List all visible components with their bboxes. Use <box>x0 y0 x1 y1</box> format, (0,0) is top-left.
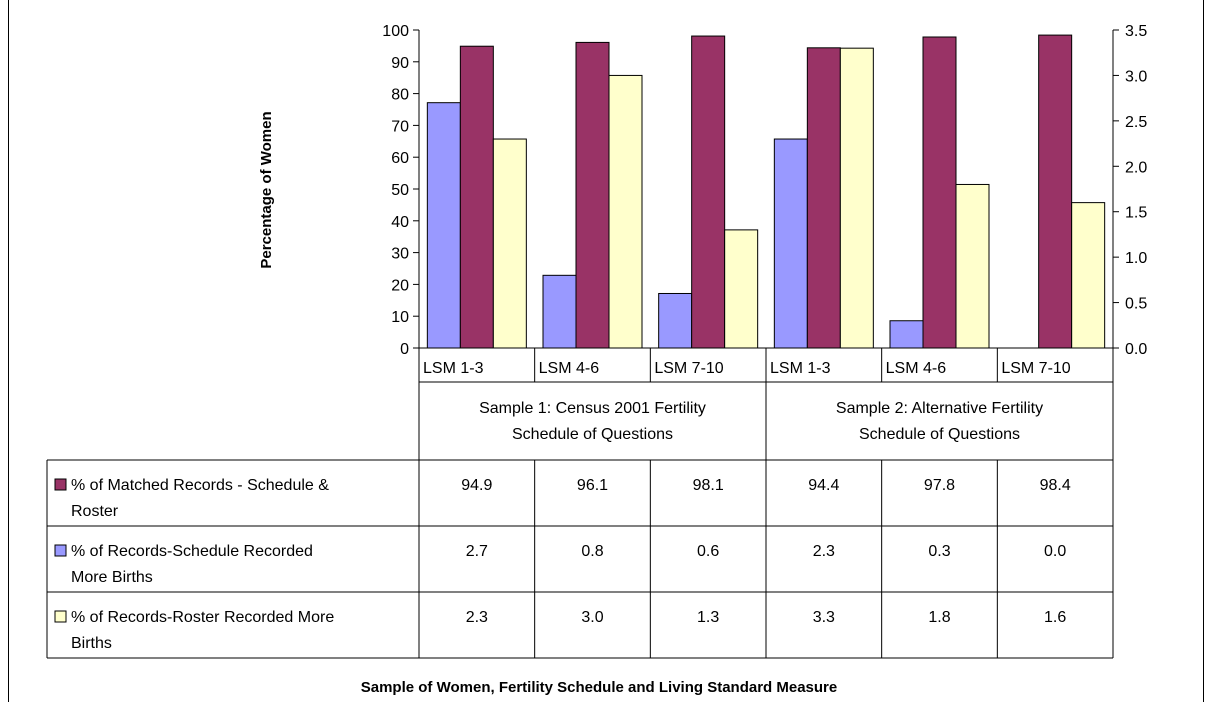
group-label: Sample 1: Census 2001 Fertility <box>479 400 706 417</box>
bar <box>839 47 874 349</box>
left-tick-label: 80 <box>391 87 409 104</box>
series-name: % of Records-Roster Recorded More <box>71 609 334 626</box>
right-tick-label: 1.5 <box>1125 205 1147 222</box>
data-label: 97.8 <box>924 477 955 494</box>
right-tick-label: 0.5 <box>1125 296 1147 313</box>
y-axis-title: Percentage of Women <box>258 111 275 268</box>
bar <box>542 274 577 349</box>
bar <box>806 47 841 349</box>
category-label: LSM 7-10 <box>1001 360 1070 377</box>
left-tick-label: 90 <box>391 55 409 72</box>
data-label: 94.9 <box>461 477 492 494</box>
legend-swatch <box>54 478 67 491</box>
bar <box>1071 202 1106 349</box>
bar <box>691 35 726 349</box>
right-tick-label: 2.0 <box>1125 159 1147 176</box>
bar <box>1038 34 1073 349</box>
bar <box>955 183 990 349</box>
bar <box>773 138 808 349</box>
data-label: 0.0 <box>1044 543 1066 560</box>
data-label: 0.3 <box>928 543 950 560</box>
bar <box>608 74 643 349</box>
chart-frame: 0 10 20 30 40 50 60 70 80 90 100 0.0 0.5 1.0 1.5 2.0 2.5… <box>8 0 1204 702</box>
left-tick-label: 70 <box>391 118 409 135</box>
data-label: 2.3 <box>813 543 835 560</box>
data-label: 98.1 <box>693 477 724 494</box>
x-axis-title: Sample of Women, Fertility Schedule and … <box>361 679 837 696</box>
data-label: 1.8 <box>928 609 950 626</box>
data-label: 1.3 <box>697 609 719 626</box>
bar <box>658 292 693 349</box>
data-label: 96.1 <box>577 477 608 494</box>
bar <box>889 320 924 349</box>
data-label: 0.8 <box>581 543 603 560</box>
series-name: More Births <box>71 569 153 586</box>
left-tick-label: 30 <box>391 246 409 263</box>
data-label: 3.0 <box>581 609 603 626</box>
chart-svg: 0 10 20 30 40 50 60 70 80 90 100 0.0 0.5 1.0 1.5 2.0 2.5… <box>46 23 1147 696</box>
left-tick-label: 20 <box>391 277 409 294</box>
data-label: 2.3 <box>466 609 488 626</box>
left-tick-label: 50 <box>391 182 409 199</box>
right-tick-label: 1.0 <box>1125 250 1147 267</box>
left-tick-label: 100 <box>382 23 409 40</box>
data-label: 98.4 <box>1040 477 1071 494</box>
data-label: 94.4 <box>808 477 839 494</box>
right-tick-label: 3.5 <box>1125 23 1147 40</box>
category-label: LSM 4-6 <box>886 360 947 377</box>
legend-swatch <box>54 544 67 557</box>
bar <box>575 41 610 349</box>
right-tick-label: 0.0 <box>1125 341 1147 358</box>
data-table: LSM 1-3 LSM 4-6 LSM 7-10 LSM 1-3 LSM 4-6 LSM … <box>46 347 1114 659</box>
right-tick-label: 3.0 <box>1125 68 1147 85</box>
bar <box>459 45 494 349</box>
category-label: LSM 4-6 <box>539 360 600 377</box>
data-label: 0.6 <box>697 543 719 560</box>
series-name: % of Matched Records - Schedule & <box>71 477 329 494</box>
left-tick-label: 10 <box>391 309 409 326</box>
left-tick-label: 60 <box>391 150 409 167</box>
category-label: LSM 1-3 <box>770 360 831 377</box>
series-name: % of Records-Schedule Recorded <box>71 543 313 560</box>
legend-swatch <box>54 610 67 623</box>
right-tick-label: 2.5 <box>1125 114 1147 131</box>
data-label: 3.3 <box>813 609 835 626</box>
bars-layer <box>426 34 1106 349</box>
series-name: Births <box>71 635 112 652</box>
data-label: 2.7 <box>466 543 488 560</box>
bar <box>922 36 957 349</box>
group-label: Sample 2: Alternative Fertility <box>836 400 1043 417</box>
left-tick-label: 40 <box>391 214 409 231</box>
category-label: LSM 1-3 <box>423 360 484 377</box>
group-label: Schedule of Questions <box>512 426 673 443</box>
category-label: LSM 7-10 <box>654 360 723 377</box>
bar <box>724 229 759 349</box>
bar <box>426 102 461 349</box>
group-label: Schedule of Questions <box>859 426 1020 443</box>
bar <box>492 138 527 349</box>
left-tick-label: 0 <box>400 341 409 358</box>
data-label: 1.6 <box>1044 609 1066 626</box>
series-name: Roster <box>71 503 119 520</box>
axes-layer: 0 10 20 30 40 50 60 70 80 90 100 0.0 0.5 1.0 1.5 2.0 2.5… <box>382 23 1147 358</box>
